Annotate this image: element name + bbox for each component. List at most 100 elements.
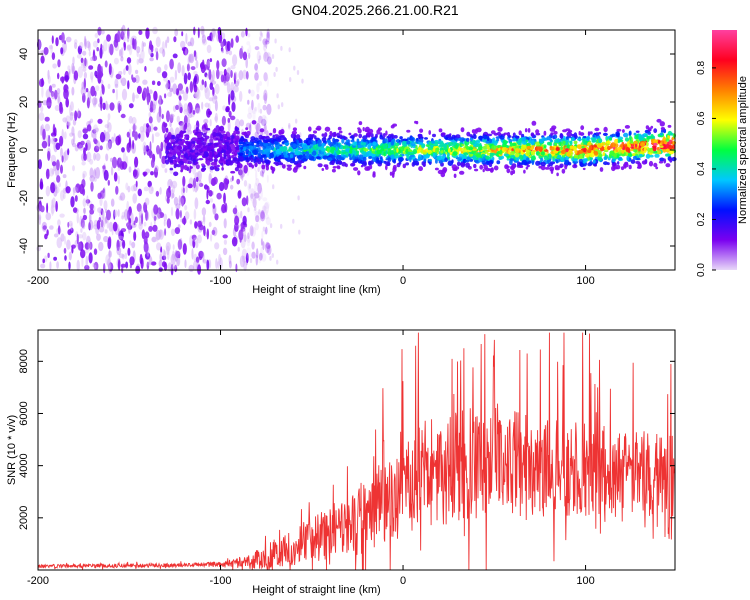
spectrogram-cell	[572, 160, 579, 164]
spectrogram-cell	[148, 112, 152, 118]
spectrogram-cell	[185, 33, 188, 44]
spectrogram-cell	[261, 118, 267, 126]
spectrogram-cell	[100, 219, 104, 228]
spectrogram-cell	[243, 234, 247, 243]
spectrogram-cell	[276, 259, 279, 265]
spectrogram-cell	[463, 152, 469, 156]
spectrogram-cell	[134, 156, 139, 168]
spectrogram-cell	[158, 96, 162, 108]
spectrogram-cell	[50, 204, 55, 215]
spectrogram-cell	[135, 180, 138, 188]
spectrogram-cell	[194, 197, 199, 210]
spectrogram-cell	[41, 86, 44, 98]
spectrogram-cell	[238, 169, 243, 176]
spectrogram-cell	[239, 119, 245, 127]
spectrogram-cell	[202, 215, 206, 223]
spectrogram-cell	[262, 45, 267, 51]
spectrogram-cell	[638, 136, 644, 142]
spectrogram-cell	[198, 179, 202, 187]
spectrogram-cell	[462, 148, 468, 154]
spectrogram-cell	[262, 226, 266, 232]
spectrogram-cell	[219, 71, 223, 76]
spectrogram-cell	[242, 215, 247, 226]
spectrogram-cell	[552, 156, 555, 162]
spectrogram-cell	[479, 164, 484, 170]
spectrogram-cell	[148, 225, 153, 232]
spectrogram-cell	[121, 211, 126, 218]
spectrogram-cell	[208, 69, 212, 81]
spectrogram-cell	[242, 69, 247, 80]
spectrogram-cell	[633, 149, 638, 153]
spectrogram-cell	[293, 161, 299, 165]
spectrogram-cell	[49, 261, 52, 271]
spectrogram-cell	[578, 131, 581, 136]
spectrogram-cell	[246, 48, 250, 55]
spectrogram-cell	[225, 50, 229, 55]
spectrogram-cell	[409, 137, 414, 141]
spectrogram-cell	[156, 242, 162, 251]
spectrogram-cell	[474, 168, 479, 172]
spectrogram-cell	[69, 104, 72, 116]
spectrogram-cell	[510, 155, 516, 158]
spectrogram-cell	[643, 134, 648, 138]
spectrogram-cell	[240, 31, 245, 38]
spectrogram-cell	[84, 57, 87, 67]
spectrogram-cell	[257, 153, 262, 158]
spectrogram-cell	[657, 140, 661, 144]
spectrogram-cell	[264, 49, 267, 59]
spectrogram-cell	[243, 180, 248, 187]
spectrogram-cell	[78, 143, 84, 151]
spectrogram-cell	[314, 135, 317, 140]
spectrogram-cell	[104, 124, 110, 129]
spectrogram-cell	[141, 229, 146, 240]
spectrogram-cell	[82, 50, 87, 56]
spectrogram-cell	[50, 91, 55, 97]
spectrogram-cell	[209, 138, 214, 144]
spectrogram-cell	[551, 125, 557, 130]
spectrogram-cell	[214, 83, 220, 95]
spectrogram-cell	[603, 161, 608, 166]
spectrogram-cell	[132, 92, 135, 103]
spectrogram-cell	[208, 190, 213, 197]
spectrogram-cell	[156, 111, 162, 123]
spectrogram-cell	[352, 141, 358, 146]
spectrogram-cell	[481, 153, 486, 157]
spectrogram-cell	[303, 165, 307, 170]
spectrogram-cell	[257, 254, 262, 264]
spectrogram-cell	[258, 209, 261, 215]
spectrogram-cell	[194, 54, 198, 62]
spectrogram-cell	[260, 238, 263, 246]
spectrogram-cell	[442, 143, 447, 149]
spectrogram-cell	[82, 58, 88, 68]
spectrogram-cell	[190, 141, 196, 144]
spectrogram-cell	[67, 148, 70, 156]
spectrogram-cell	[133, 220, 136, 226]
spectrogram-cell	[126, 44, 131, 52]
spectrogram-cell	[160, 141, 164, 152]
spectrogram-cell	[120, 30, 125, 40]
spectrogram-cell	[247, 99, 250, 105]
spectrogram-cell	[369, 164, 373, 170]
spectrogram-cell	[166, 187, 172, 199]
spectrogram-cell	[38, 112, 45, 121]
spectrogram-cell	[317, 163, 323, 168]
spectrogram-cell	[80, 57, 84, 63]
spectrogram-cell	[184, 48, 188, 56]
spectrogram-cell	[73, 70, 79, 81]
spectrogram-cell	[262, 197, 268, 202]
spectrogram-cell	[243, 146, 248, 150]
spectrogram-cell	[54, 127, 57, 137]
spectrogram-cell	[162, 249, 166, 256]
spectrogram-cell	[611, 158, 616, 163]
spectrogram-cell	[178, 195, 181, 206]
spectrogram-cell	[354, 150, 357, 156]
spectrogram-cell	[157, 81, 161, 86]
spectrogram-cell	[198, 158, 204, 161]
spectrogram-cell	[383, 138, 388, 144]
spectrogram-cell	[514, 135, 520, 139]
spectrogram-cell	[627, 152, 632, 157]
spectrogram-cell	[257, 211, 262, 223]
spectrogram-cell	[121, 253, 125, 260]
spectrogram-cell	[296, 140, 300, 146]
